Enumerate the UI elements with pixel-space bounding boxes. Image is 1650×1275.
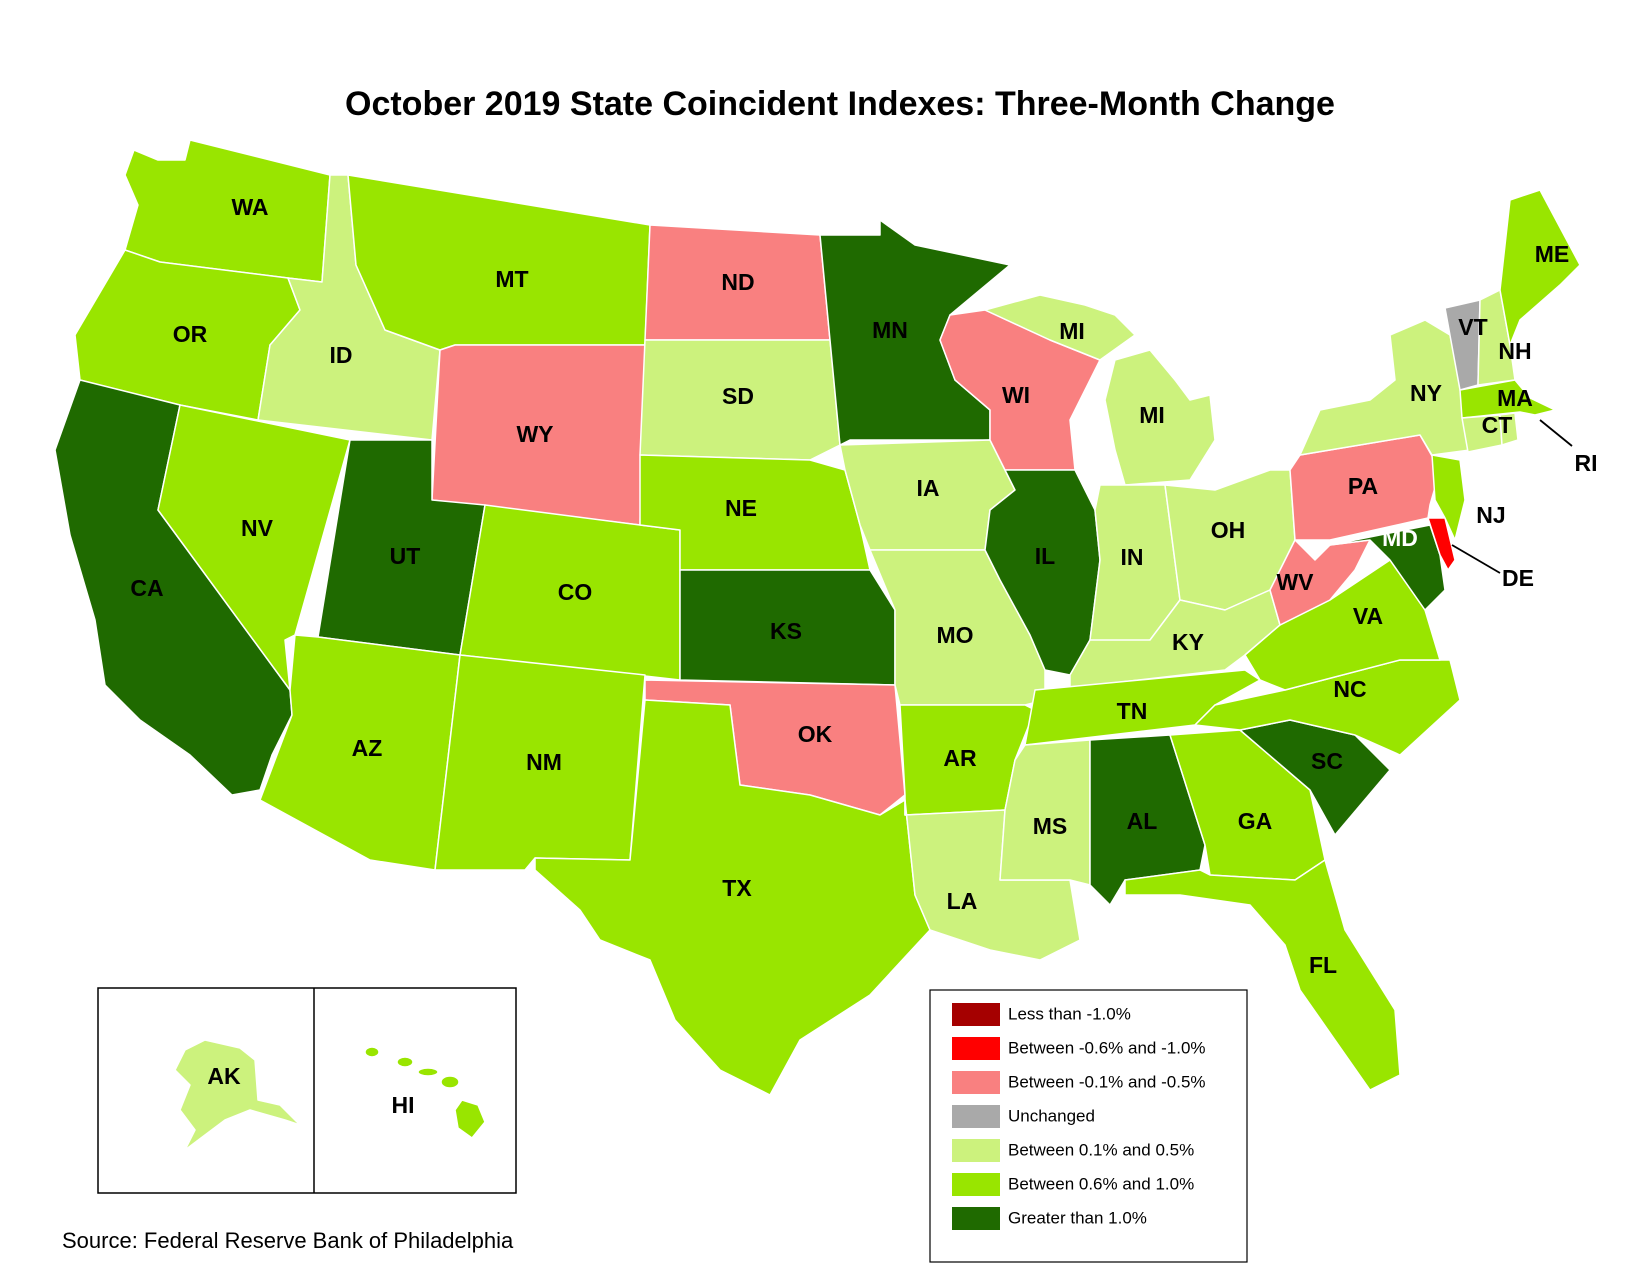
hawaii-inset: HI [364,1046,486,1139]
legend-label-lt_neg1: Less than -1.0% [1008,1004,1131,1023]
label-IL: IL [1035,543,1055,569]
label-IN: IN [1121,544,1144,570]
label-IA: IA [917,475,940,501]
state-MT[interactable] [347,174,651,351]
legend-label-unchanged: Unchanged [1008,1106,1095,1125]
source-note: Source: Federal Reserve Bank of Philadel… [62,1228,514,1253]
label-VA: VA [1353,603,1383,629]
label-MT: MT [495,266,528,292]
legend-swatch-lt_neg1 [952,1003,1000,1026]
label-KS: KS [770,618,802,644]
label-NH: NH [1498,338,1531,364]
legend-swatch-neg01_neg05 [952,1071,1000,1094]
legend-label-neg01_neg05: Between -0.1% and -0.5% [1008,1072,1206,1091]
label-GA: GA [1238,808,1273,834]
label-MD: MD [1382,525,1418,551]
state-MI-UP[interactable] [984,294,1136,361]
label-MS: MS [1033,813,1068,839]
label-CO: CO [558,579,593,605]
state-NJ[interactable] [1431,454,1466,541]
label-ME: ME [1535,241,1570,267]
state-RI[interactable] [1499,412,1519,446]
legend-label-neg06_neg1: Between -0.6% and -1.0% [1008,1038,1206,1057]
label-PA: PA [1348,473,1378,499]
label-MO: MO [936,622,973,648]
label-MN: MN [872,317,908,343]
state-labels: WA OR CA ID NV MT WY UT CO AZ NM ND SD N… [130,194,1597,978]
legend-label-p01_p05: Between 0.1% and 0.5% [1008,1140,1194,1159]
state-SD[interactable] [639,339,841,461]
map-title: October 2019 State Coincident Indexes: T… [345,85,1335,123]
state-FL[interactable] [1124,859,1401,1091]
hi-island-maui [440,1075,460,1089]
label-MI-UP: MI [1059,318,1085,344]
label-ID: ID [330,342,353,368]
label-AR: AR [943,745,977,771]
legend-label-gt1: Greater than 1.0% [1008,1208,1147,1227]
label-NC: NC [1333,676,1366,702]
state-MI[interactable] [1104,349,1216,486]
label-WY: WY [516,421,553,447]
label-SD: SD [722,383,754,409]
state-DE[interactable] [1427,517,1456,571]
states-layer [54,139,1581,1096]
label-FL: FL [1309,952,1337,978]
legend-label-p06_p10: Between 0.6% and 1.0% [1008,1174,1194,1193]
label-MA: MA [1497,385,1533,411]
label-NE: NE [725,495,757,521]
label-NM: NM [526,749,562,775]
label-DE: DE [1502,565,1534,591]
label-TN: TN [1117,698,1148,724]
state-TX[interactable] [534,699,931,1096]
label-UT: UT [390,543,421,569]
label-OR: OR [173,321,208,347]
label-SC: SC [1311,748,1343,774]
label-WI: WI [1002,382,1030,408]
label-NY: NY [1410,380,1442,406]
label-RI: RI [1575,450,1598,476]
hi-island-kauai [364,1046,380,1058]
label-OH: OH [1211,517,1246,543]
hi-island-oahu [396,1056,414,1068]
legend-swatch-p06_p10 [952,1173,1000,1196]
callout-line-de [1451,544,1501,574]
label-CA: CA [130,575,163,601]
state-NY[interactable] [1299,319,1471,456]
state-HI[interactable] [364,1046,486,1139]
label-MI: MI [1139,402,1165,428]
label-NV: NV [241,515,274,541]
hi-island-big-island [454,1099,486,1139]
callout-line-ri [1539,419,1573,447]
label-KY: KY [1172,629,1204,655]
state-ME[interactable] [1499,189,1581,346]
label-TX: TX [722,875,752,901]
legend-swatch-gt1 [952,1207,1000,1230]
legend-swatch-unchanged [952,1105,1000,1128]
label-WA: WA [231,194,268,220]
state-AK[interactable] [174,1039,301,1151]
legend: Less than -1.0% Between -0.6% and -1.0% Be… [929,989,1248,1263]
label-CT: CT [1482,412,1513,438]
alaska-inset: AK [174,1039,301,1151]
label-ND: ND [721,269,754,295]
label-VT: VT [1458,314,1487,340]
label-OK: OK [798,721,833,747]
label-AK: AK [207,1063,241,1089]
label-HI: HI [392,1092,415,1118]
label-AZ: AZ [352,735,383,761]
label-AL: AL [1127,808,1158,834]
legend-swatch-p01_p05 [952,1139,1000,1162]
label-WV: WV [1276,569,1314,595]
inset-frame [97,987,517,1194]
label-LA: LA [947,888,978,914]
label-NJ: NJ [1476,502,1505,528]
legend-swatch-neg06_neg1 [952,1037,1000,1060]
state-NH[interactable] [1477,289,1516,386]
hi-island-molokai [417,1067,439,1077]
